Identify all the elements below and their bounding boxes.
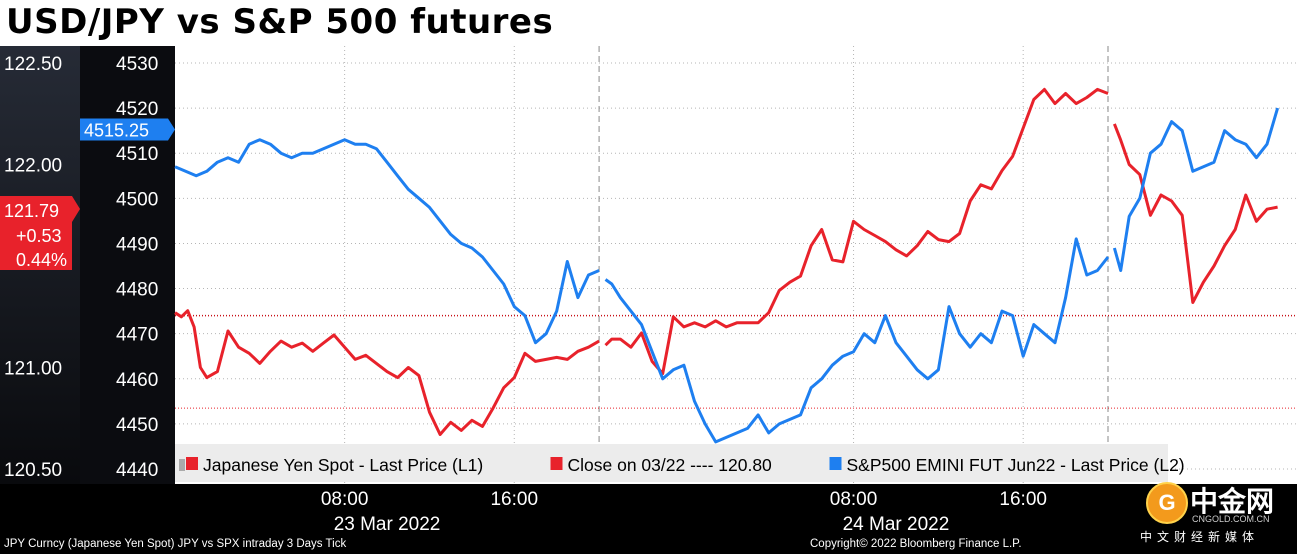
left-axis-tick-label: 121.00 [4,359,62,380]
watermark-domain: CNGOLD.COM.CN [1192,514,1270,524]
watermark-logo-icon: G [1146,482,1188,524]
series-line-usdjpy [174,87,1278,436]
chart-title: USD/JPY vs S&P 500 futures [6,2,554,42]
legend-box [175,444,1168,482]
right-axis-tick-label: 4480 [116,280,158,301]
watermark-brand: 中金网 [1190,485,1275,518]
x-axis-tick-label: 16:00 [490,489,538,510]
legend-swatch [186,457,198,470]
legend-entry: S&P500 EMINI FUT Jun22 - Last Price (L2) [847,455,1185,475]
legend-entry: Japanese Yen Spot - Last Price (L1) [203,455,483,475]
right-axis-tick-label: 4450 [116,415,158,436]
x-axis-tick-label: 16:00 [999,489,1047,510]
title-bar: USD/JPY vs S&P 500 futures [0,0,1297,46]
usdjpy-pct-label: 0.44% [16,250,67,270]
right-axis-tick-label: 4530 [116,54,158,75]
watermark: G 中金网 CNGOLD.COM.CN 中文财经新媒体 [1140,478,1297,554]
right-axis-tick-label: 4490 [116,234,158,255]
x-axis-panel [175,484,1297,538]
left-axis-tick-label: 122.00 [4,156,62,177]
left-axis-tick-label: 120.50 [4,460,62,481]
right-axis-tick-label: 4500 [116,189,158,210]
usdjpy-change-label: +0.53 [16,226,62,246]
usdjpy-last-price-label: 121.79 [4,201,59,221]
x-axis-tick-label: 08:00 [830,489,878,510]
sp500-last-price-label: 4515.25 [84,121,149,141]
left-axis-tick-label: 122.50 [4,54,62,75]
footer-copyright: Copyright© 2022 Bloomberg Finance L.P. [810,538,1022,550]
right-axis-tick-label: 4460 [116,370,158,391]
legend-swatch [829,457,842,470]
right-axis-tick-label: 4440 [116,460,158,481]
legend-pin-icon [179,459,185,471]
plot-area [175,46,1297,484]
sp500-last-price-tag [80,118,175,141]
usdjpy-last-price-tag [0,196,80,270]
watermark-tagline: 中文财经新媒体 [1140,530,1260,544]
right-axis-tick-label: 4510 [116,144,158,165]
legend-swatch [550,457,563,470]
x-axis-date-label: 23 Mar 2022 [334,514,441,535]
x-axis-tick-label: 08:00 [321,489,369,510]
series-line-sp500 [174,107,1280,444]
x-axis-date-label: 24 Mar 2022 [843,514,950,535]
right-axis-tick-label: 4470 [116,325,158,346]
legend-entry: Close on 03/22 ---- 120.80 [568,455,773,475]
right-axis-tick-label: 4520 [116,99,158,120]
footer-source-label: JPY Curncy (Japanese Yen Spot) JPY vs SP… [4,538,347,550]
